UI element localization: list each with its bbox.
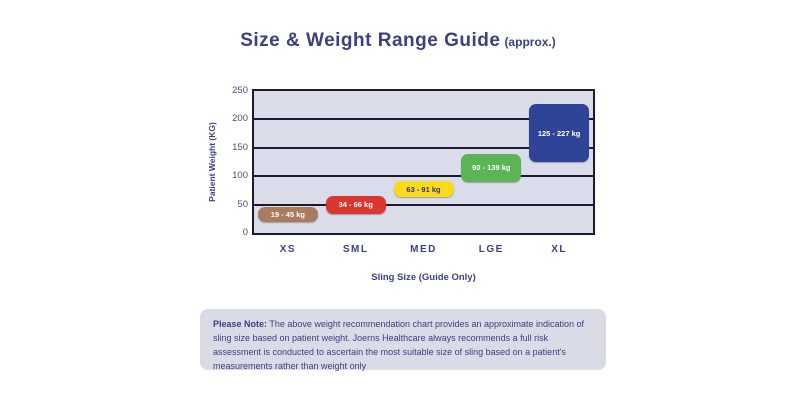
- page-title-main: Size & Weight Range Guide: [240, 30, 501, 51]
- gridline-50: [254, 203, 593, 206]
- range-box-xs: 19 - 45 kg: [257, 207, 318, 223]
- gridline-100: [254, 175, 593, 178]
- x-category-label-lge: LGE: [478, 244, 504, 255]
- y-tick-label-100: 100: [232, 170, 248, 182]
- y-tick-label-50: 50: [237, 198, 248, 210]
- gridline-200: [254, 118, 593, 121]
- plot-area: 19 - 45 kg 34 - 66 kg 63 - 91 kg 90 - 139 k…: [252, 89, 595, 235]
- gridline-150: [254, 146, 593, 149]
- page-title-suffix: (approx.): [504, 35, 556, 49]
- note-label: Please Note:: [213, 319, 268, 329]
- x-axis-title: Sling Size (Guide Only): [371, 272, 476, 283]
- range-box-xl: 125 - 227 kg: [529, 104, 590, 162]
- x-category-label-xl: XL: [551, 244, 567, 255]
- range-box-med: 63 - 91 kg: [393, 181, 454, 198]
- y-axis-title: Patient Weight (KG): [207, 122, 217, 202]
- note-text: The above weight recommendation chart pr…: [213, 319, 585, 371]
- range-box-lge: 90 - 139 kg: [461, 154, 522, 182]
- y-tick-label-250: 250: [232, 85, 248, 96]
- y-tick-label-0: 0: [242, 227, 248, 238]
- x-category-label-med: MED: [410, 244, 437, 255]
- y-tick-label-200: 200: [232, 113, 248, 125]
- page-title: Size & Weight Range Guide (approx.): [0, 30, 796, 52]
- range-box-sml: 34 - 66 kg: [325, 195, 386, 214]
- note-box: Please Note: The above weight recommenda…: [200, 309, 606, 371]
- x-category-label-xs: XS: [279, 244, 297, 255]
- y-tick-label-150: 150: [232, 141, 248, 153]
- x-category-label-sml: SML: [342, 244, 369, 255]
